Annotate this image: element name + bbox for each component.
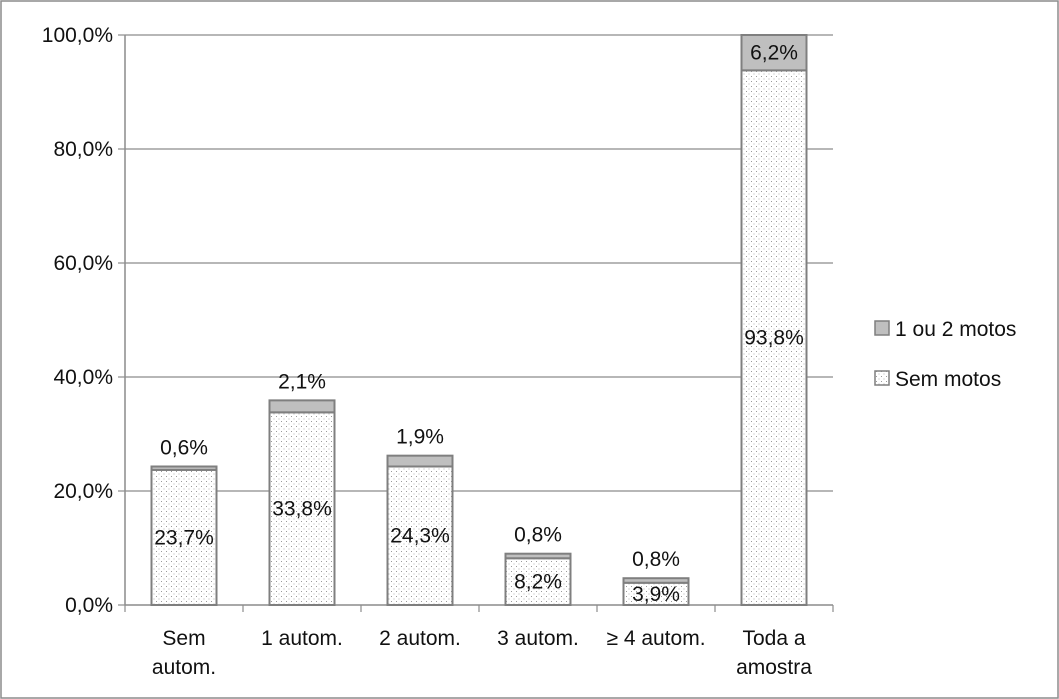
- x-tick-label: Sem autom.: [152, 627, 216, 679]
- bar-1-ou-2-motos: [150, 465, 218, 471]
- bars: [150, 34, 808, 607]
- legend: 1 ou 2 motos Sem motos: [874, 318, 1016, 391]
- gridlines: [125, 34, 833, 492]
- y-tick-label: 0,0%: [65, 594, 113, 617]
- bar-sem-motos: [386, 465, 454, 606]
- legend-swatch: [874, 320, 890, 336]
- data-labels: 23,7% 0,6% 33,8% 2,1% 24,3% 1,9% 8,2% 0,8% 3,9% 0…: [154, 42, 804, 606]
- x-tick-label: 3 autom.: [497, 627, 579, 650]
- data-label-sem-motos: 33,8%: [272, 498, 332, 521]
- bar-1-ou-2-motos: [386, 454, 454, 468]
- y-tick-label: 20,0%: [53, 480, 113, 503]
- data-label-1-ou-2-motos: 0,6%: [160, 436, 208, 459]
- axes: 0,0% 20,0% 40,0% 60,0% 80,0% 100,0% Sem autom. 1…: [42, 24, 834, 679]
- data-label-sem-motos: 23,7%: [154, 526, 214, 549]
- bar-1-ou-2-motos: [622, 577, 690, 584]
- data-label-1-ou-2-motos: 0,8%: [514, 524, 562, 547]
- y-tick-label: 80,0%: [53, 138, 113, 161]
- legend-label: Sem motos: [895, 368, 1001, 391]
- data-label-1-ou-2-motos: 1,9%: [396, 426, 444, 449]
- legend-label: 1 ou 2 motos: [895, 318, 1016, 341]
- x-tick-label: 1 autom.: [261, 627, 343, 650]
- data-label-1-ou-2-motos: 0,8%: [632, 548, 680, 571]
- bar-sem-motos: [740, 69, 808, 606]
- y-tick-label: 40,0%: [53, 366, 113, 389]
- data-label-sem-motos: 8,2%: [514, 571, 562, 594]
- x-tick-label: Toda a amostra: [736, 627, 812, 679]
- data-label-sem-motos: 24,3%: [390, 525, 450, 548]
- bar-sem-motos: [504, 557, 572, 607]
- legend-swatch: [874, 370, 890, 386]
- y-tick-label: 60,0%: [53, 252, 113, 275]
- data-label-sem-motos: 93,8%: [744, 327, 804, 350]
- bar-1-ou-2-motos: [740, 34, 808, 72]
- data-label-sem-motos: 3,9%: [632, 583, 680, 606]
- y-tick-label: 100,0%: [42, 24, 113, 47]
- data-label-1-ou-2-motos: 2,1%: [278, 370, 326, 393]
- bar-sem-motos: [150, 468, 218, 606]
- x-tick-label: ≥ 4 autom.: [606, 627, 705, 650]
- bar-1-ou-2-motos: [268, 399, 336, 414]
- bar-1-ou-2-motos: [504, 552, 572, 560]
- x-tick-label: 2 autom.: [379, 627, 461, 650]
- data-label-1-ou-2-motos: 6,2%: [750, 42, 798, 65]
